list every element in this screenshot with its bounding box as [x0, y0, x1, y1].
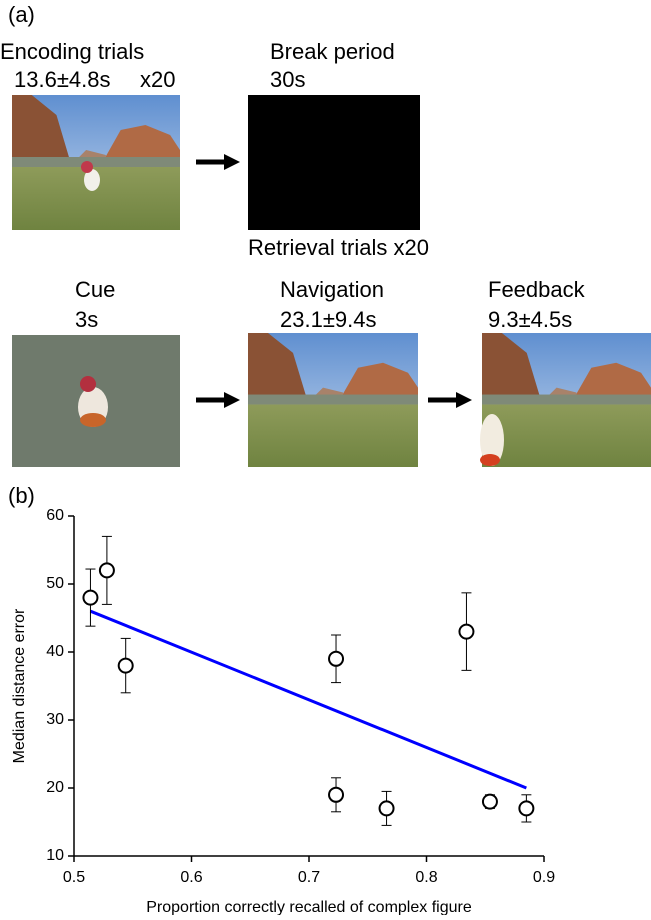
arrow	[196, 392, 240, 408]
step-duration: 3s	[75, 307, 98, 332]
step-title: Break period	[270, 39, 395, 64]
x-axis-label: Proportion correctly recalled of complex…	[146, 899, 472, 915]
y-tick-label: 50	[46, 575, 64, 592]
step-title: Navigation	[280, 277, 384, 302]
feedback-object	[480, 414, 504, 466]
point	[98, 562, 115, 579]
panel-label: (b)	[8, 483, 35, 508]
step-duration: 13.6±4.8s	[14, 67, 110, 92]
step-title: Cue	[75, 277, 115, 302]
encoding-screenshot	[12, 95, 180, 230]
point	[378, 800, 395, 817]
y-tick-label: 40	[46, 643, 64, 660]
y-tick-label: 60	[46, 507, 64, 524]
fit-line	[89, 609, 527, 790]
point	[458, 623, 475, 640]
arrow	[196, 154, 240, 170]
navigation-screenshot	[248, 333, 418, 467]
step-duration: 23.1±9.4s	[280, 307, 376, 332]
y-tick-label: 30	[46, 711, 64, 728]
x-tick-label: 0.7	[298, 869, 320, 886]
x-tick-label: 0.5	[63, 869, 85, 886]
y-tick-label: 10	[46, 847, 64, 864]
point	[328, 786, 345, 803]
x-tick-label: 0.9	[533, 869, 555, 886]
point	[82, 589, 99, 606]
x-tick-label: 0.8	[415, 869, 437, 886]
step-repeats: x20	[140, 67, 175, 92]
step-duration: 9.3±4.5s	[488, 307, 572, 332]
point	[481, 793, 498, 810]
step-duration: 30s	[270, 67, 305, 92]
y-axis-label: Median distance error	[11, 608, 28, 763]
x-tick-label: 0.6	[180, 869, 202, 886]
step-title: Encoding trials	[0, 39, 144, 64]
step-title: Retrieval trials x20	[248, 235, 429, 260]
y-tick-label: 20	[46, 779, 64, 796]
point	[328, 650, 345, 667]
point	[518, 800, 535, 817]
point	[117, 657, 134, 674]
break-screen	[248, 95, 420, 230]
arrow	[428, 392, 472, 408]
panel-label: (a)	[8, 2, 35, 27]
cue-object	[78, 376, 108, 427]
feedback-screenshot	[482, 333, 651, 467]
encoding-object	[81, 161, 100, 191]
step-title: Feedback	[488, 277, 586, 302]
